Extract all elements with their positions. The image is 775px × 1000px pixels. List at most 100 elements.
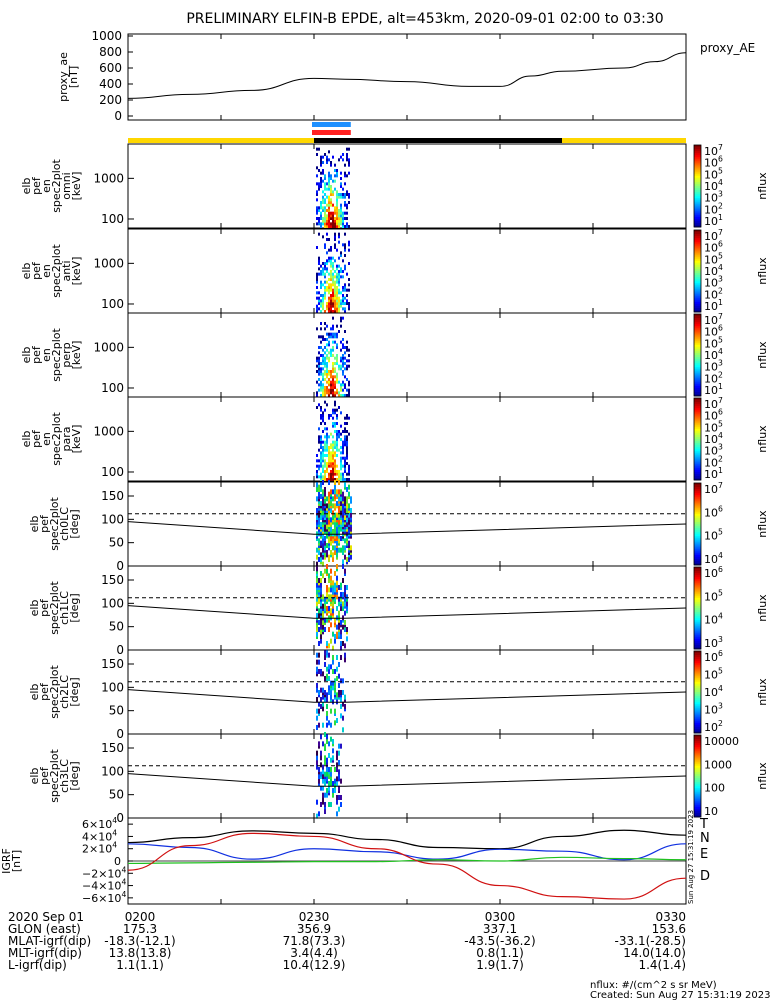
pitch-pixel [332,659,334,665]
spectrogram-pixel [346,147,348,151]
pitch-pixel [344,592,346,597]
pitch-pixel [328,664,330,670]
spectrogram-cbar-cell [694,465,701,469]
spectrogram-pixel [320,472,322,476]
spectrogram-pixel [326,375,328,379]
pitch-pixel [326,617,328,623]
spectrogram-ylabel-line: en [40,179,53,193]
pitch-pixel [346,503,348,509]
pitch-pixel [324,498,326,504]
spectrogram-pixel [326,182,328,186]
spectrogram-pixel [346,359,348,363]
pitch-cbar-cell [694,571,701,574]
ephemeris-cell: 14.0(14.0) [623,946,686,960]
pitch-pixel [338,533,340,539]
spectrogram-cbar-tick: 101 [704,382,723,397]
pitch-pixel [324,697,326,702]
spectrogram-pixel [328,370,330,373]
pitch-pixel [336,781,338,786]
spectrogram-pixel [320,335,322,339]
spectrogram-pixel [320,206,322,210]
spectrogram-pixel [338,158,340,162]
pitch-pixel [322,554,324,560]
spectrogram-pixel [322,198,324,202]
spectrogram-pixel [344,211,346,215]
spectrogram-cbar-cell [694,167,701,171]
spectrogram-pixel [346,158,348,162]
spectrogram-cbar-cell [694,206,701,210]
spectrogram-pixel [336,288,338,292]
pitch-cbar-cell [694,558,701,562]
pitch-pixel [334,582,336,588]
spectrogram-pixel [342,217,344,220]
spectrogram-pixel [330,190,332,194]
spectrogram-pixel [336,408,338,412]
spectrogram-cbar-cell [694,179,701,183]
pitch-pixel [338,519,340,525]
spectrogram-pixel [344,267,346,271]
pitch-cbar-cell [694,673,701,677]
pitch-pixel [340,629,342,635]
pitch-pixel [336,501,338,506]
spectrogram-cbar-cell [694,303,701,307]
spectrogram-pixel [348,248,350,252]
spectrogram-pixel [348,394,350,397]
science-zone-blue-bar [312,122,351,127]
spectrogram-cbar-cell [694,363,701,366]
spectrogram-pixel [320,211,322,215]
igrf-legend-N: N [700,831,710,846]
spectrogram-pixel [340,388,342,392]
pitch-pixel [328,753,330,758]
pitch-pixel [338,538,340,544]
spectrogram-pixel [330,299,332,303]
spectrogram-pixel [336,388,338,392]
spectrogram-pixel [336,190,338,194]
spectrogram-pixel [326,446,328,449]
spectrogram-pixel [346,288,348,292]
spectrogram-pixel [322,362,324,365]
pitch-pixel [324,755,326,761]
pitch-pixel [324,760,326,765]
pitch-pixel [336,526,338,532]
spectrogram-pixel [332,219,334,223]
spectrogram-pixel [330,174,332,178]
spectrogram-pixel [344,174,346,178]
spectrogram-pixel [346,155,348,159]
spectrogram-pixel [316,304,318,308]
pitch-pixel [340,645,342,651]
pitch-ytick-label: 150 [101,657,124,671]
pitch-pixel [334,638,336,644]
spectrogram-pixel [336,416,338,420]
spectrogram-pixel [330,296,332,300]
pitch-pixel [338,631,340,637]
spectrogram-cbar-cell [694,326,701,329]
spectrogram-pixel [328,388,330,392]
pitch-pixel [330,664,332,670]
ephemeris-cell: 71.8(73.3) [283,934,346,948]
spectrogram-cbar-cell [694,377,701,381]
spectrogram-pixel [332,411,334,415]
spectrogram-cbar-cell [694,434,701,438]
spectrogram-cbar-cell [694,159,701,162]
spectrogram-pixel [344,383,346,387]
plot-title: PRELIMINARY ELFIN-B EPDE, alt=453km, 202… [186,11,663,27]
spectrogram-pixel [340,217,342,220]
pitch-ylabel-line: pef [38,766,51,785]
spectrogram-cbar-cell [694,445,701,448]
spectrogram-pixel [330,446,332,449]
pitch-pixel [332,496,334,502]
spectrogram-pixel [346,448,348,452]
spectrogram-pixel [334,307,336,311]
pitch-pixel [316,582,318,588]
spectrogram-pixel [328,451,330,455]
pitch-pixel [320,687,322,693]
pitch-pixel [342,559,344,565]
spectrogram-cbar-cell [694,457,701,460]
spectrogram-pixel [344,416,346,420]
spectrogram-pixel [318,383,320,387]
spectrogram-pixel [334,332,336,336]
pitch-pixel [348,512,350,518]
spectrogram-pixel [336,286,338,289]
spectrogram-pixel [318,403,320,407]
spectrogram-pixel [318,307,320,311]
